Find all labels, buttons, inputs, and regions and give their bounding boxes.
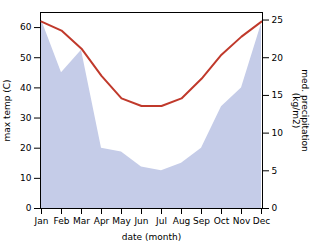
svg-text:25: 25 — [272, 15, 283, 25]
svg-text:Dec: Dec — [253, 216, 270, 226]
svg-text:10: 10 — [272, 128, 284, 138]
svg-text:60: 60 — [20, 22, 32, 32]
svg-text:Oct: Oct — [214, 216, 230, 226]
svg-text:Aug: Aug — [173, 216, 191, 226]
svg-text:Sep: Sep — [193, 216, 210, 226]
svg-text:50: 50 — [20, 53, 32, 63]
svg-text:20: 20 — [272, 53, 284, 63]
svg-text:Jan: Jan — [34, 216, 49, 226]
svg-text:Jun: Jun — [133, 216, 148, 226]
svg-text:max temp (C): max temp (C) — [2, 79, 12, 141]
svg-text:15: 15 — [272, 90, 283, 100]
svg-text:10: 10 — [20, 173, 32, 183]
svg-text:Nov: Nov — [233, 216, 251, 226]
svg-text:0: 0 — [26, 203, 32, 213]
svg-text:May: May — [112, 216, 131, 226]
svg-text:date (month): date (month) — [122, 232, 181, 242]
svg-text:Mar: Mar — [73, 216, 90, 226]
svg-text:med. precipitation(kg/m2): med. precipitation(kg/m2) — [291, 69, 310, 151]
svg-text:40: 40 — [20, 83, 32, 93]
svg-text:0: 0 — [272, 203, 278, 213]
svg-text:30: 30 — [20, 113, 32, 123]
svg-text:Apr: Apr — [94, 216, 110, 226]
svg-text:5: 5 — [272, 166, 278, 176]
svg-text:Jul: Jul — [155, 216, 167, 226]
svg-text:20: 20 — [20, 143, 32, 153]
svg-text:Feb: Feb — [54, 216, 70, 226]
